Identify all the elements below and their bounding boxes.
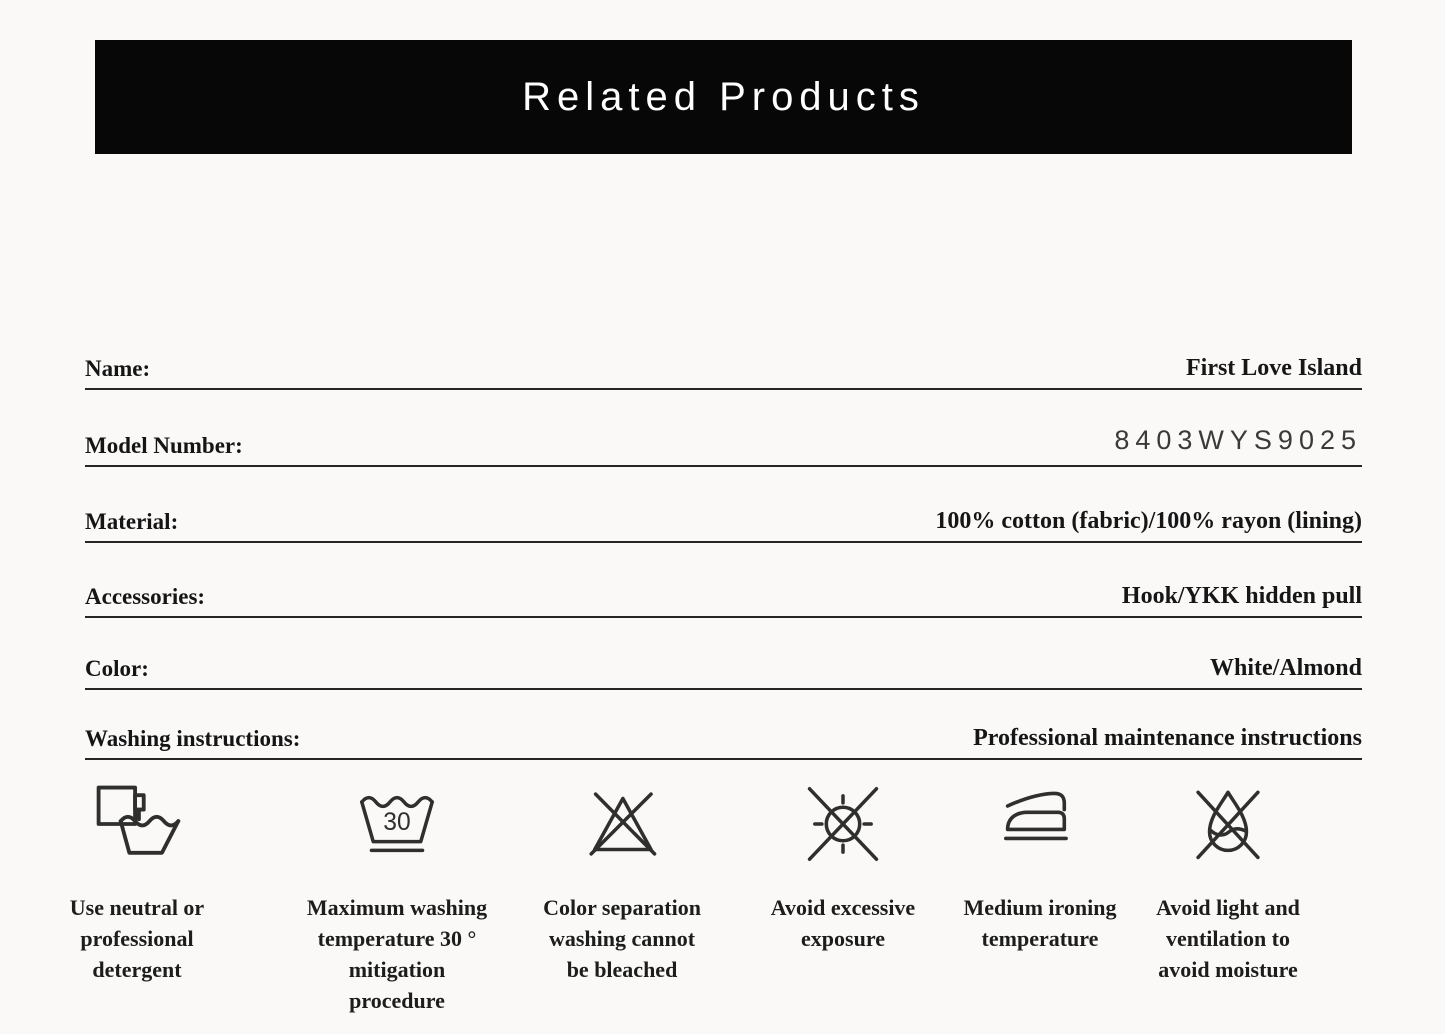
care-caption-wash-30: Maximum washing temperature 30 ° mitigat… (306, 895, 488, 1013)
field-value-washing-instructions: Professional maintenance instructions (973, 725, 1362, 751)
field-row-color: Color: White/Almond (85, 638, 1362, 690)
field-row-material: Material: 100% cotton (fabric)/100% rayo… (85, 491, 1362, 543)
field-value-accessories: Hook/YKK hidden pull (1121, 583, 1362, 609)
field-label-model-number: Model Number: (85, 433, 243, 458)
no-bleach-icon (589, 792, 657, 856)
care-item-no-moisture: Avoid light and ventilation to avoid moi… (1138, 778, 1318, 985)
field-label-accessories: Accessories: (85, 584, 206, 609)
related-products-banner: Related Products (95, 40, 1352, 154)
care-item-no-sun-exposure: Avoid excessive exposure (753, 778, 933, 954)
field-value-name: First Love Island (1185, 355, 1362, 381)
care-caption-no-moisture: Avoid light and ventilation to avoid moi… (1156, 895, 1300, 982)
svg-text:30: 30 (383, 809, 410, 836)
care-caption-no-sun-exposure: Avoid excessive exposure (770, 895, 916, 951)
no-sun-exposure-icon (807, 787, 879, 861)
care-caption-no-bleach: Color separation washing cannot be bleac… (543, 895, 701, 982)
field-row-accessories: Accessories: Hook/YKK hidden pull (85, 566, 1362, 618)
care-item-wash-30: 30 Maximum washing temperature 30 ° miti… (292, 778, 502, 1016)
field-label-washing-instructions: Washing instructions: (85, 726, 301, 751)
no-moisture-icon (1196, 790, 1260, 860)
care-caption-neutral-detergent: Use neutral or professional detergent (69, 895, 205, 982)
field-row-washing-instructions: Washing instructions: Professional maint… (85, 708, 1362, 760)
field-label-color: Color: (85, 656, 149, 681)
care-item-medium-iron: Medium ironing temperature (945, 778, 1135, 954)
care-item-neutral-detergent: Use neutral or professional detergent (37, 778, 237, 985)
banner-title: Related Products (522, 74, 925, 119)
care-item-no-bleach: Color separation washing cannot be bleac… (532, 778, 712, 985)
medium-iron-icon (1004, 791, 1068, 841)
field-value-material: 100% cotton (fabric)/100% rayon (lining) (935, 508, 1362, 534)
wash-temperature-30-icon: 30 (360, 795, 434, 853)
detergent-wash-basin-icon (96, 785, 181, 855)
field-value-color: White/Almond (1209, 655, 1362, 681)
field-row-model-number: Model Number: 8403WYS9025 (85, 415, 1362, 467)
field-label-name: Name: (85, 356, 151, 381)
field-row-name: Name: First Love Island (85, 338, 1362, 390)
field-label-material: Material: (85, 509, 179, 534)
care-caption-medium-iron: Medium ironing temperature (963, 895, 1117, 951)
field-value-model-number: 8403WYS9025 (1114, 425, 1362, 455)
